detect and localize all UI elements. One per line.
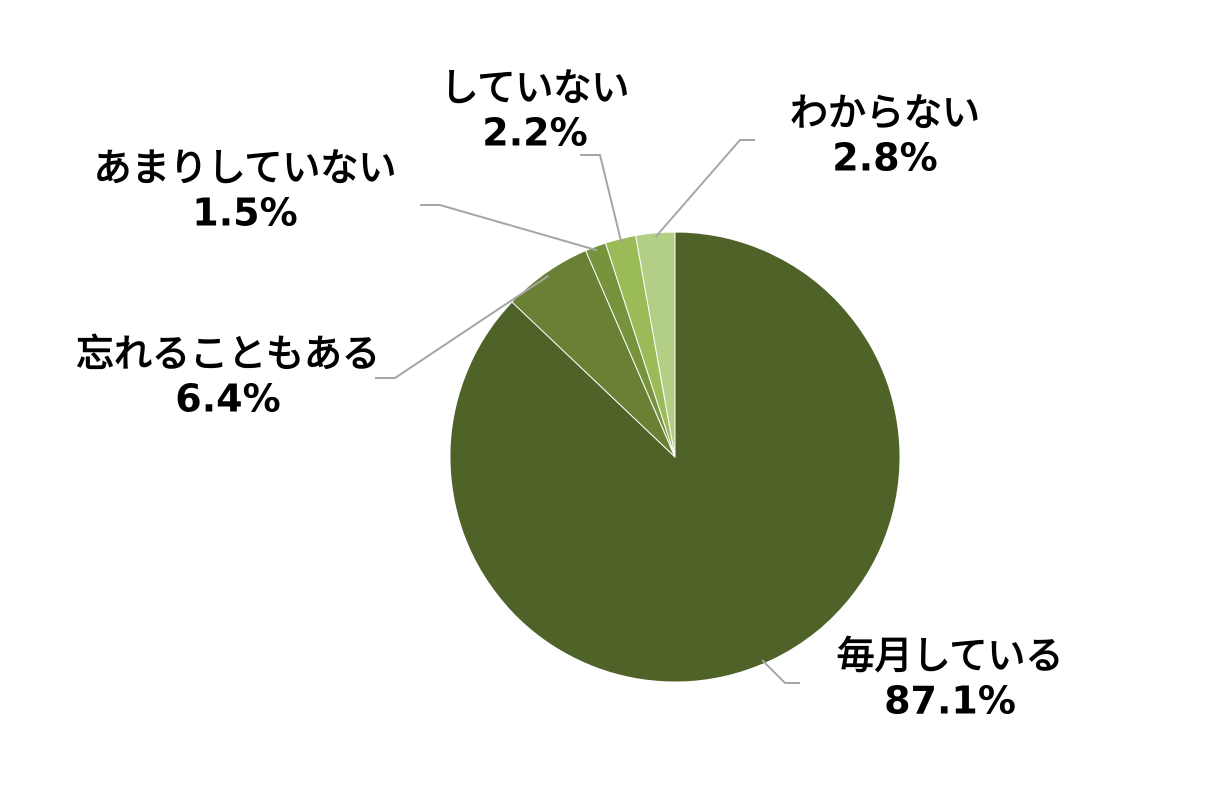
slice-label: 忘れることもある (76, 332, 380, 376)
leader-line (375, 274, 550, 379)
slice-label: していない (441, 66, 630, 110)
value-label: 1.5% (192, 191, 297, 235)
leader-line (761, 659, 800, 684)
value-label: 87.1% (884, 679, 1016, 723)
slice-label: あまりしていない (94, 146, 397, 190)
value-label: 2.8% (832, 136, 937, 180)
leader-line (580, 154, 623, 243)
slice-label: わからない (790, 91, 980, 135)
leader-line (420, 204, 598, 252)
leader-line (654, 139, 755, 238)
pie-slice (635, 231, 676, 458)
slice-label: 毎月している (837, 634, 1064, 678)
value-label: 6.4% (175, 377, 280, 421)
value-label: 2.2% (482, 111, 587, 155)
